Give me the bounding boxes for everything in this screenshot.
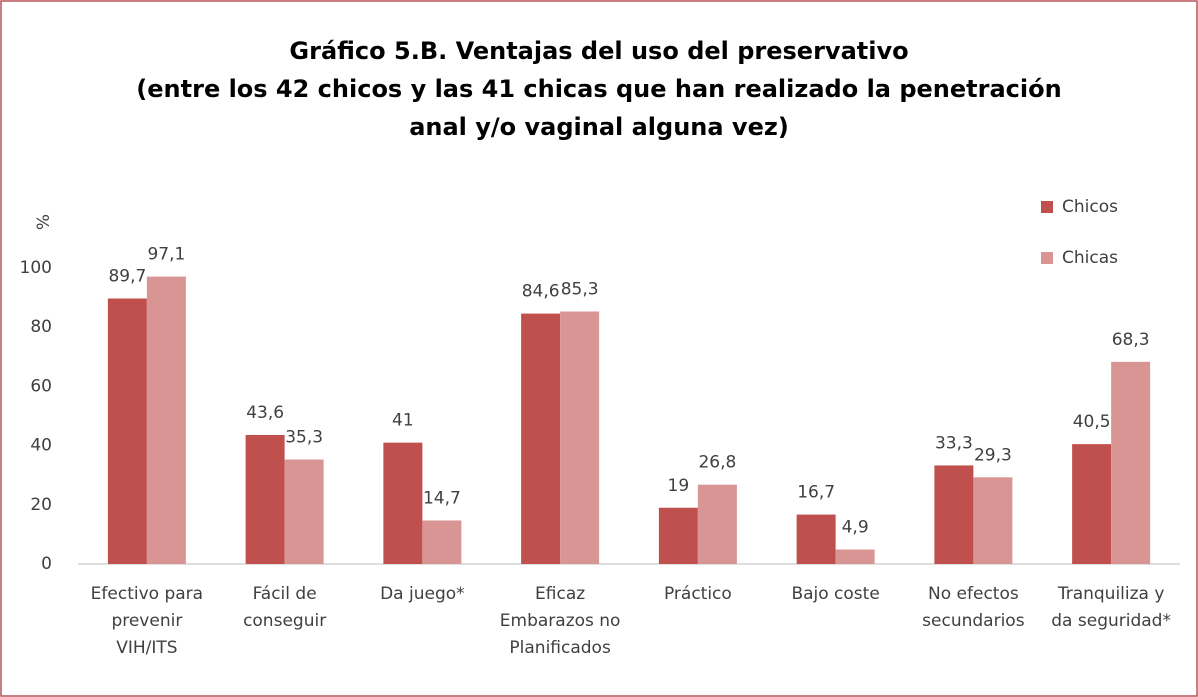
data-label: 40,5 (1073, 412, 1111, 432)
data-label: 84,6 (522, 282, 560, 302)
y-tick-label: 0 (41, 554, 52, 574)
y-tick-label: 80 (30, 317, 52, 337)
x-tick-label: Planificados (509, 638, 611, 658)
x-tick-label: Tranquiliza y (1057, 584, 1165, 604)
legend-swatch (1041, 252, 1053, 264)
x-tick-label: Práctico (664, 584, 732, 604)
data-label: 97,1 (147, 245, 185, 265)
bar (383, 442, 423, 564)
bar (146, 276, 186, 564)
data-label: 4,9 (842, 517, 869, 537)
legend-label: Chicas (1062, 248, 1118, 268)
data-label: 35,3 (285, 428, 323, 448)
data-label: 41 (392, 411, 414, 431)
x-tick-label: secundarios (922, 611, 1025, 631)
bar (521, 313, 561, 564)
x-tick-label: da seguridad* (1051, 611, 1171, 631)
y-tick-label: 100 (20, 258, 52, 278)
bar (973, 477, 1013, 564)
y-tick-label: 20 (30, 495, 52, 515)
y-tick-label: 40 (30, 436, 52, 456)
data-label: 26,8 (698, 453, 736, 473)
bar (284, 459, 324, 564)
data-label: 43,6 (246, 403, 284, 423)
chart-title: anal y/o vaginal alguna vez) (409, 113, 789, 141)
data-label: 68,3 (1112, 330, 1150, 350)
x-tick-label: Efectivo para (91, 584, 203, 604)
data-label: 19 (668, 476, 690, 496)
chart-title: Gráfico 5.B. Ventajas del uso del preser… (289, 37, 908, 65)
chart-title: (entre los 42 chicos y las 41 chicas que… (136, 75, 1061, 103)
x-tick-label: VIH/ITS (116, 638, 177, 658)
bar (697, 484, 737, 564)
x-tick-label: Eficaz (535, 584, 585, 604)
y-tick-label: 60 (30, 376, 52, 396)
bar (835, 549, 875, 564)
bar (107, 298, 147, 564)
bar (1111, 361, 1151, 564)
data-label: 14,7 (423, 488, 461, 508)
legend-swatch (1041, 201, 1053, 213)
bar (422, 520, 462, 564)
bar (1072, 444, 1112, 564)
bar (560, 311, 600, 564)
data-label: 29,3 (974, 445, 1012, 465)
x-tick-label: prevenir (111, 611, 182, 631)
bar (658, 507, 698, 564)
bar (796, 514, 836, 564)
x-tick-label: Da juego* (380, 584, 465, 604)
data-label: 85,3 (561, 280, 599, 300)
data-label: 33,3 (935, 433, 973, 453)
x-tick-label: Bajo coste (791, 584, 879, 604)
data-label: 89,7 (108, 266, 146, 286)
y-axis-label: % (34, 214, 54, 230)
bar (934, 465, 974, 564)
x-tick-label: conseguir (243, 611, 326, 631)
data-label: 16,7 (797, 483, 835, 503)
bar (245, 434, 285, 564)
x-tick-label: Embarazos no (500, 611, 621, 631)
x-tick-label: Fácil de (253, 584, 317, 604)
legend-label: Chicos (1062, 197, 1118, 217)
x-tick-label: No efectos (928, 584, 1019, 604)
